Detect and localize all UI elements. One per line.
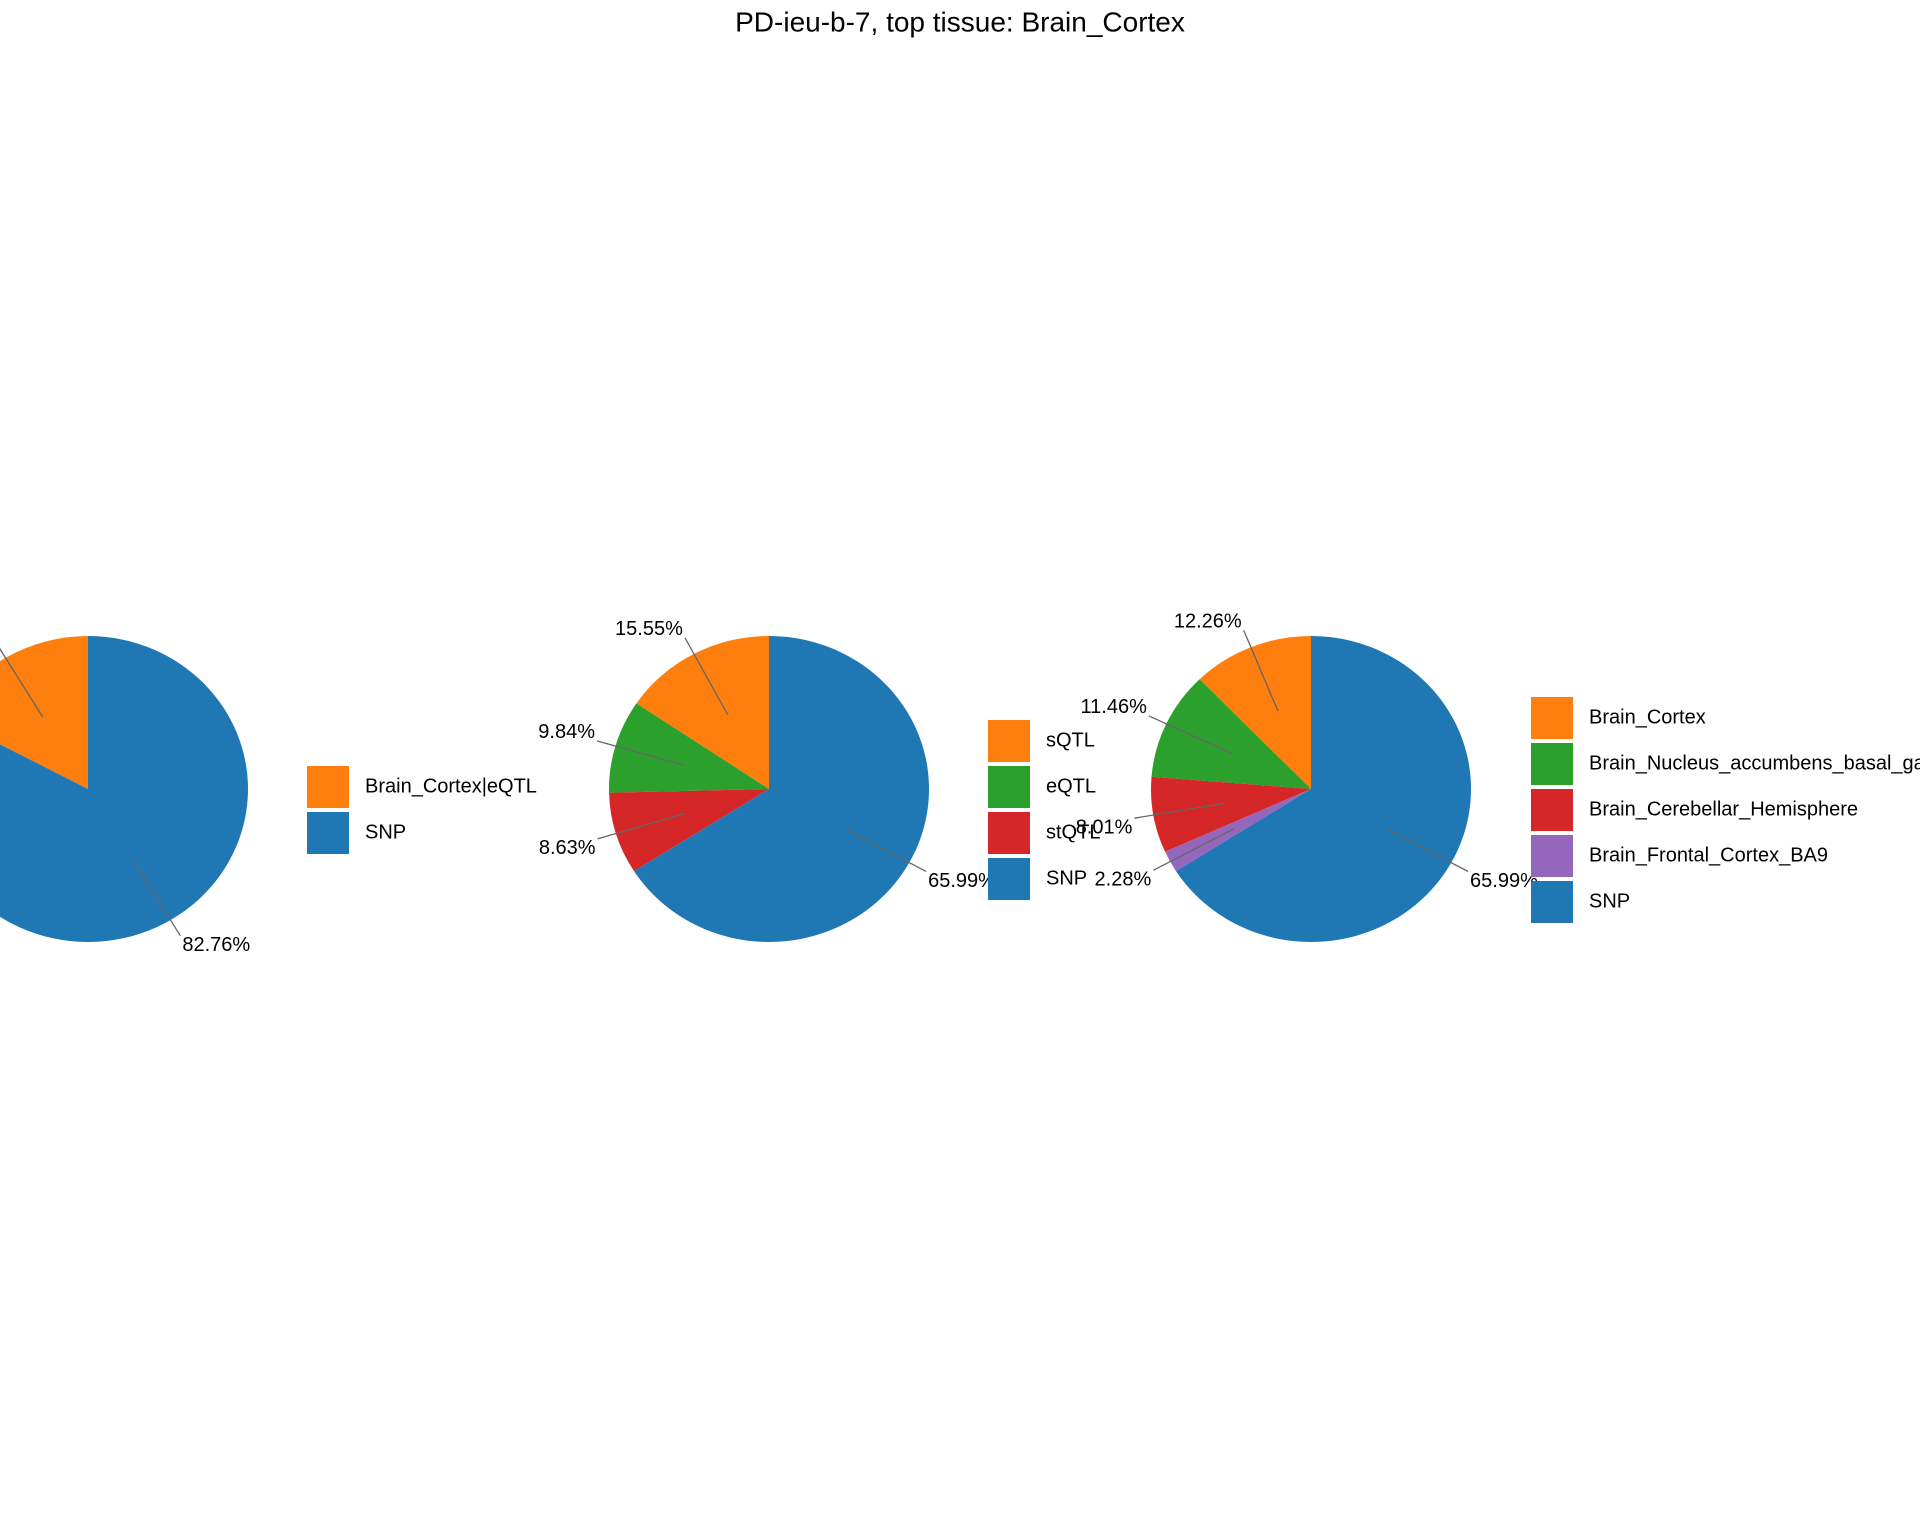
pie-slice [633,636,930,942]
data-label: 8.63% [539,837,596,859]
legend-swatch [988,766,1030,808]
leader-line [684,637,729,716]
legend-swatch [988,812,1030,854]
pie-slice [1175,636,1472,942]
legend-label: sQTL [1046,729,1095,751]
leader-line [1243,629,1279,712]
data-label: 65.99% [1470,870,1538,892]
leader-line [1134,802,1225,819]
legend-label: eQTL [1046,775,1096,797]
leader-line [596,740,685,766]
legend-label: Brain_Nucleus_accumbens_basal_ganglia [1589,752,1920,774]
data-label: 8.01% [1076,816,1133,838]
legend-label: SNP [1046,867,1087,889]
legend-swatch [1531,743,1573,785]
leader-line [0,647,44,718]
chart-title: PD-ieu-b-7, top tissue: Brain_Cortex [735,6,1185,37]
pie-slice [609,789,769,872]
legend-label: Brain_Cerebellar_Hemisphere [1589,798,1858,820]
data-label: 12.26% [1174,610,1242,632]
legend-label: stQTL [1046,821,1100,843]
data-label: 65.99% [928,870,996,892]
leader-line [1387,828,1469,873]
data-label: 15.55% [615,618,683,640]
pie-slice [1199,636,1311,789]
leader-line [597,812,685,840]
leader-line [1148,715,1232,754]
data-label: 2.28% [1095,869,1152,891]
leader-line [845,828,927,873]
legend-swatch [307,812,349,854]
data-label: 82.76% [182,934,250,956]
leader-line [132,860,181,937]
pie-slice [1165,789,1311,872]
leader-line [1152,828,1234,871]
legend-label: Brain_Cortex|eQTL [365,775,537,797]
pie-slice [1151,776,1311,852]
legend-label: SNP [365,821,406,843]
pie-slice [636,636,769,789]
pie-slice [609,703,769,793]
legend-label: Brain_Cortex [1589,706,1706,728]
legend-swatch [1531,697,1573,739]
legend-label: SNP [1589,890,1630,912]
legend-swatch [988,858,1030,900]
pie-slice [0,636,248,942]
data-label: 9.84% [538,721,595,743]
legend-swatch [1531,789,1573,831]
legend-swatch [1531,835,1573,877]
legend-swatch [1531,881,1573,923]
legend-swatch [988,720,1030,762]
legend-label: Brain_Frontal_Cortex_BA9 [1589,844,1828,866]
data-label: 11.46% [1081,696,1148,718]
pie-slice [0,636,88,789]
legend-swatch [307,766,349,808]
pie-slice [1151,679,1311,789]
